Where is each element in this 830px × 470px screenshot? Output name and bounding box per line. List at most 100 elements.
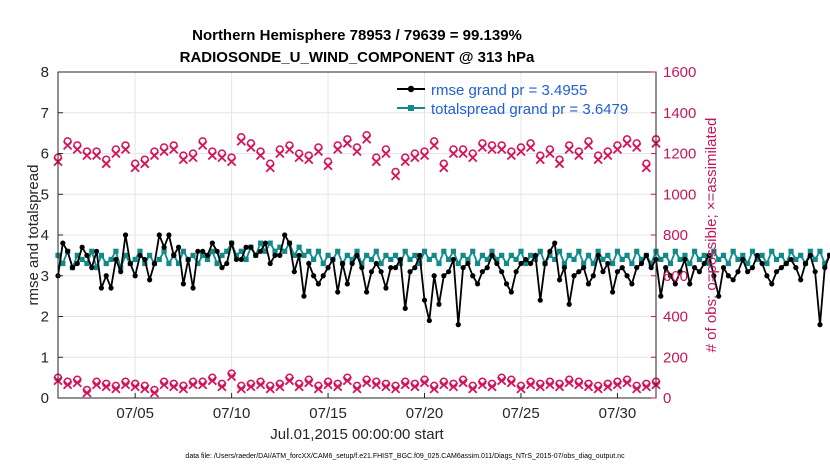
rmse-point: [195, 248, 201, 254]
obs-assimilated-point: [188, 152, 198, 163]
obs-assimilated-point: [468, 384, 478, 394]
obs-assimilated-point: [506, 150, 516, 161]
obs-assimilated-point: [313, 146, 324, 157]
totalspread-point: [740, 252, 746, 258]
rmse-point: [528, 260, 534, 267]
rmse-point: [561, 265, 567, 271]
totalspread-point: [93, 265, 100, 271]
obs-assimilated-point: [583, 140, 594, 150]
rmse-point: [84, 252, 90, 258]
rmse-point: [474, 281, 481, 287]
rmse-point: [166, 232, 172, 238]
y-left-tick-label: 5: [41, 186, 49, 203]
totalspread-point: [547, 252, 553, 258]
rmse-point: [788, 256, 794, 263]
legend-marker-rmse: [407, 85, 415, 93]
rmse-point: [605, 260, 611, 267]
totalspread-point: [315, 248, 322, 254]
totalspread-point: [291, 252, 297, 258]
obs-assimilated-point: [593, 154, 603, 165]
totalspread-point: [759, 252, 765, 258]
rmse-point: [677, 269, 683, 275]
rmse-point: [590, 273, 596, 279]
totalspread-point: [725, 260, 731, 267]
y-left-tick-label: 6: [41, 146, 49, 163]
totalspread-point: [310, 256, 317, 263]
totalspread-point: [320, 260, 326, 267]
obs-assimilated-point: [381, 382, 391, 392]
totalspread-point: [822, 260, 828, 267]
totalspread-point: [682, 252, 688, 258]
rmse-point: [185, 256, 191, 263]
totalspread-point: [431, 252, 437, 258]
totalspread-point: [513, 256, 519, 263]
obs-assimilated-point: [564, 378, 574, 388]
obs-assimilated-point: [140, 384, 150, 394]
rmse-point: [257, 248, 264, 254]
obs-assimilated-point: [410, 152, 420, 163]
obs-assimilated-point: [381, 148, 391, 159]
totalspread-point: [195, 260, 201, 267]
obs-assimilated-point: [178, 384, 189, 394]
totalspread-point: [798, 252, 804, 258]
totalspread-point: [455, 260, 461, 267]
obs-assimilated-point: [525, 380, 536, 390]
totalspread-point: [233, 252, 240, 258]
totalspread-point: [609, 260, 616, 267]
totalspread-point: [383, 252, 389, 258]
totalspread-point: [730, 248, 736, 254]
obs-assimilated-point: [217, 382, 227, 392]
totalspread-point: [306, 248, 312, 254]
rmse-point: [740, 256, 746, 263]
rmse-point: [470, 273, 476, 279]
rmse-point: [585, 281, 592, 287]
rmse-point: [219, 265, 225, 271]
totalspread-point: [301, 252, 307, 258]
obs-assimilated-point: [72, 144, 82, 155]
obs-assimilated-point: [236, 384, 246, 394]
rmse-point: [339, 260, 346, 267]
legend-label-totalspread: totalspread grand pr = 3.6479: [431, 101, 628, 118]
rmse-point: [566, 301, 572, 307]
totalspread-point: [156, 256, 162, 263]
rmse-point: [214, 248, 220, 254]
totalspread-point: [672, 248, 678, 254]
rmse-point: [301, 293, 307, 299]
obs-assimilated-point: [323, 380, 333, 390]
rmse-point: [137, 252, 143, 258]
x-tick-label: 07/20: [406, 405, 444, 422]
obs-assimilated-point: [641, 163, 651, 173]
totalspread-point: [634, 248, 640, 254]
totalspread-point: [499, 252, 505, 258]
rmse-point: [783, 260, 789, 267]
y-right-tick-label: 800: [663, 227, 688, 244]
totalspread-point: [161, 248, 167, 254]
obs-assimilated-point: [468, 152, 478, 163]
rmse-point: [532, 252, 539, 258]
rmse-point: [122, 232, 129, 238]
obs-assimilated-point: [207, 376, 217, 386]
obs-assimilated-point: [284, 144, 295, 155]
obs-assimilated-point: [63, 140, 73, 150]
rmse-point: [720, 265, 727, 271]
totalspread-point: [89, 248, 95, 254]
obs-assimilated-point: [63, 380, 73, 390]
totalspread-point: [624, 252, 630, 258]
obs-assimilated-point: [226, 157, 237, 167]
obs-assimilated-point: [371, 157, 381, 167]
totalspread-point: [359, 260, 365, 267]
obs-assimilated-point: [275, 382, 285, 392]
obs-assimilated-point: [352, 146, 362, 157]
totalspread-point: [214, 260, 220, 267]
totalspread-point: [79, 256, 85, 263]
series-rmse: [55, 231, 830, 328]
totalspread-point: [658, 256, 664, 263]
totalspread-point: [619, 256, 625, 263]
rmse-point: [118, 269, 124, 275]
rmse-point: [267, 260, 273, 267]
obs-assimilated-point: [294, 152, 304, 163]
totalspread-point: [537, 248, 543, 254]
obs-assimilated-point: [390, 384, 401, 394]
obs-assimilated-point: [554, 382, 565, 392]
totalspread-point: [716, 256, 722, 263]
